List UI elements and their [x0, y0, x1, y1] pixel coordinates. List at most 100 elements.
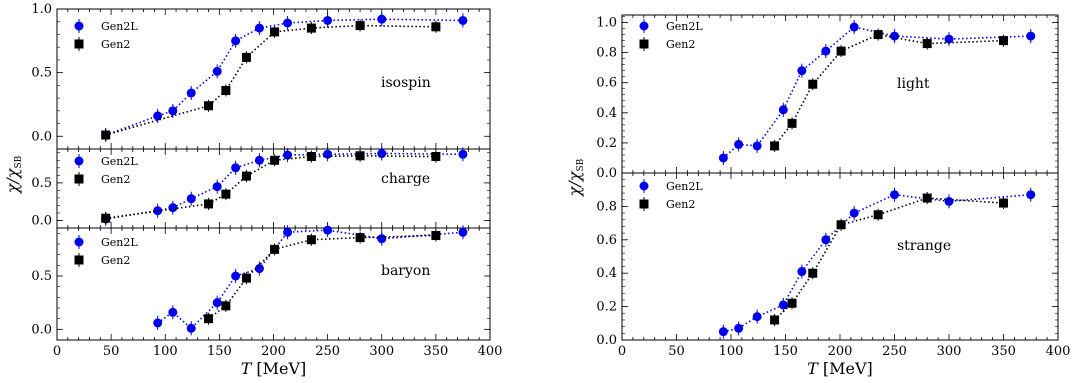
y-tick-label: 0.8 [596, 46, 617, 61]
x-tick-label: 250 [315, 344, 340, 359]
legend-marker [639, 181, 649, 191]
legend-label: Gen2 [101, 254, 130, 267]
data-point-gen2l [323, 225, 333, 235]
data-point-gen2l [283, 18, 293, 28]
legend-marker [639, 21, 649, 31]
legend: Gen2L Gen2 [74, 19, 138, 51]
data-point-gen2 [770, 141, 780, 151]
series-line-gen2 [773, 33, 1004, 147]
x-tick-label: 50 [668, 344, 685, 359]
legend-label: Gen2 [666, 198, 695, 211]
data-point-gen2 [836, 46, 846, 56]
series-line-gen2l [723, 193, 1031, 333]
x-tick-label: 150 [207, 344, 232, 359]
data-point-gen2l [377, 149, 387, 159]
y-tick-label: 0.8 [596, 199, 617, 214]
legend-marker [74, 156, 84, 166]
x-axis-symbol: T [241, 359, 253, 378]
y-tick-label: 0.5 [31, 269, 52, 284]
data-point-gen2 [221, 85, 231, 95]
x-tick-label: 0 [53, 344, 61, 359]
y-tick-label: 0.5 [31, 66, 52, 81]
data-point-gen2l [778, 105, 788, 115]
data-point-gen2l [283, 227, 293, 237]
legend-marker [74, 174, 84, 184]
legend-label: Gen2 [101, 173, 130, 186]
data-point-gen2l [734, 139, 744, 149]
x-tick-label: 100 [153, 344, 178, 359]
data-point-gen2 [221, 189, 231, 199]
data-point-gen2 [770, 315, 780, 325]
data-point-gen2 [306, 235, 316, 245]
data-point-gen2l [153, 111, 163, 121]
data-point-gen2l [186, 323, 196, 333]
data-point-gen2 [922, 193, 932, 203]
y-axis-subscript: SB [14, 155, 24, 168]
legend: Gen2L Gen2 [74, 154, 138, 186]
data-point-gen2l [821, 46, 831, 56]
x-tick-label: 150 [773, 344, 798, 359]
data-point-gen2 [808, 79, 818, 89]
data-point-gen2 [999, 36, 1008, 46]
x-tick-label: 50 [103, 344, 120, 359]
x-tick-label: 350 [991, 344, 1016, 359]
data-point-gen2l [718, 153, 728, 163]
series-line-gen2 [105, 24, 436, 136]
data-point-gen2l [168, 203, 178, 213]
data-point-gen2 [270, 155, 280, 165]
legend-marker [74, 237, 84, 247]
data-point-gen2 [431, 230, 441, 240]
data-point-gen2l [153, 318, 163, 328]
data-point-gen2l [254, 155, 264, 165]
data-point-gen2 [204, 314, 214, 324]
data-point-gen2l [797, 66, 807, 76]
data-point-gen2 [431, 22, 441, 32]
panel-annotation: strange [897, 238, 951, 254]
data-point-gen2l [1026, 31, 1036, 41]
data-point-gen2l [752, 141, 762, 151]
data-point-gen2l [797, 267, 807, 277]
series-line-gen2l [722, 26, 1031, 159]
x-axis-unit: [MeV] [256, 359, 306, 378]
data-point-gen2l [821, 235, 831, 245]
data-point-gen2 [787, 298, 797, 308]
data-point-gen2l [458, 15, 468, 25]
legend: Gen2L Gen2 [639, 179, 703, 211]
data-point-gen2l [283, 150, 293, 160]
legend: Gen2L Gen2 [74, 235, 138, 267]
data-point-gen2 [355, 151, 365, 161]
data-point-gen2l [212, 298, 222, 308]
x-tick-label: 350 [423, 344, 448, 359]
data-point-gen2 [306, 152, 316, 162]
data-point-gen2 [270, 244, 280, 254]
data-point-gen2 [787, 118, 797, 128]
y-tick-label: 0.2 [596, 136, 617, 151]
panel-annotation: light [897, 76, 930, 92]
x-tick-label: 400 [1046, 344, 1071, 359]
y-tick-label: 1.0 [31, 2, 52, 17]
legend-marker [639, 199, 649, 209]
x-tick-label: 300 [937, 344, 962, 359]
x-tick-label: 400 [478, 344, 503, 359]
x-tick-label: 250 [882, 344, 907, 359]
panel-charge: 0.0 0.5 Gen2L Gen2 charge [31, 146, 491, 229]
data-point-gen2l [231, 163, 241, 173]
data-point-gen2 [873, 210, 883, 220]
x-tick-label: 200 [828, 344, 853, 359]
data-point-gen2l [254, 23, 264, 33]
data-point-gen2 [241, 171, 251, 181]
data-point-gen2l [944, 196, 954, 206]
data-point-gen2 [355, 233, 365, 243]
y-axis-title: χ/χSB [3, 155, 24, 194]
data-point-gen2l [323, 15, 333, 25]
panel-baryon: 0.0 0.5 Gen2L Gen2 baryon 0 50 100 150 200 250 300 3… [31, 223, 502, 359]
legend: Gen2L Gen2 [639, 19, 703, 51]
series-line-gen2l [105, 18, 463, 136]
series-line-gen2 [105, 154, 436, 220]
legend-label: Gen2L [101, 155, 138, 168]
data-point-gen2l [212, 66, 222, 76]
data-point-gen2l [944, 34, 954, 44]
data-point-gen2l [377, 234, 387, 244]
y-tick-label: 0.0 [31, 129, 52, 144]
